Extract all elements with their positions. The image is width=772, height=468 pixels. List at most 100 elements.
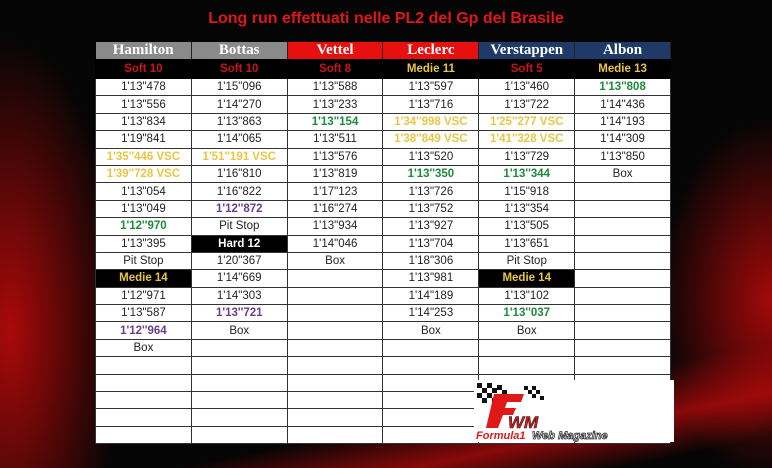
empty-cell (382, 373, 480, 393)
lap-time-cell: 1'13"863 (190, 112, 288, 132)
lap-time-cell: 1'15"096 (190, 77, 288, 97)
table-row: Box (95, 338, 671, 358)
empty-cell (574, 286, 671, 306)
lap-time-cell: 1'14"193 (574, 112, 671, 132)
empty-cell (190, 373, 288, 393)
lap-time-cell: 1'13"233 (286, 95, 384, 114)
lap-time-cell: 1'13"716 (382, 95, 480, 114)
lap-time-cell: 1'38''849 VSC (382, 130, 480, 149)
empty-cell (574, 199, 671, 219)
lap-time-cell: 1'13"520 (382, 147, 480, 166)
lap-time-cell: 1'13"729 (478, 147, 576, 166)
lap-time-cell: 1'16"822 (190, 182, 288, 201)
fwm-logo: WM Formula1 Web Magazine (474, 380, 674, 442)
lap-time-cell: 1'13"651 (478, 234, 576, 253)
lap-time-cell: 1'15"918 (478, 182, 576, 201)
lap-time-cell: 1'14"065 (190, 130, 288, 149)
table-row: 1'12"971 1'14"303 1'14"189 1'13"102 (95, 286, 671, 306)
lap-time-cell: 1'13"054 (95, 182, 192, 201)
pit-status-cell: Box (286, 251, 384, 271)
empty-cell (190, 408, 288, 427)
table-row: 1'12''964 Box Box Box (95, 321, 671, 340)
table-row: 1'35''446 VSC 1'51''191 VSC 1'13"576 1'13"5… (95, 147, 671, 166)
lap-time-cell: 1'13"722 (478, 95, 576, 114)
pit-status-cell: Pit Stop (478, 251, 576, 271)
table-row: 1'12''970 Pit Stop 1'13"934 1'13"927 1'13"50… (95, 217, 671, 236)
empty-cell (574, 269, 671, 288)
starting-tyre-label: Soft 8 (286, 59, 384, 79)
lap-time-cell: 1'13"726 (382, 182, 480, 201)
tyre-change-label: Medie 14 (478, 269, 576, 288)
lap-time-cell: 1'13"934 (286, 217, 384, 236)
table-row: 1'19"841 1'14"065 1'13"511 1'38''849 VSC 1'4… (95, 130, 671, 149)
empty-cell (190, 356, 288, 375)
lap-time-cell: 1'13''344 (478, 164, 576, 184)
table-row (95, 356, 671, 375)
lap-time-cell: 1'14"436 (574, 95, 671, 114)
lap-time-cell: 1'13"460 (478, 77, 576, 97)
driver-header-verstappen: Verstappen (478, 42, 576, 60)
starting-tyre-label: Medie 13 (574, 59, 671, 79)
empty-cell (95, 408, 192, 427)
lap-time-cell: 1'14"253 (382, 304, 480, 323)
tyre-change-label: Hard 12 (190, 234, 288, 253)
driver-header-hamilton: Hamilton (95, 42, 192, 60)
lap-time-cell: 1'13"834 (95, 112, 192, 132)
table-row (95, 373, 671, 393)
lap-time-cell: 1'13"478 (95, 77, 192, 97)
empty-cell (382, 425, 480, 445)
table-row: 1'13"556 1'14"270 1'13"233 1'13"716 1'13"722… (95, 95, 671, 114)
lap-time-cell: 1'51''191 VSC (190, 147, 288, 166)
lap-time-cell: 1'14"046 (286, 234, 384, 253)
pit-status-cell: Pit Stop (190, 217, 288, 236)
empty-cell (574, 217, 671, 236)
empty-cell (286, 269, 384, 288)
lap-time-cell: 1'13"850 (574, 147, 671, 166)
pit-status-cell: Box (190, 321, 288, 340)
lap-time-cell: 1'13"556 (95, 95, 192, 114)
svg-text:Formula1: Formula1 (476, 430, 526, 442)
lap-time-cell: 1'19"841 (95, 130, 192, 149)
lap-time-cell: 1'13"505 (478, 217, 576, 236)
lap-time-cell: 1'13"927 (382, 217, 480, 236)
lap-time-cell: 1'12''970 (95, 217, 192, 236)
empty-cell (286, 408, 384, 427)
empty-cell (478, 338, 576, 358)
empty-cell (574, 356, 671, 375)
lap-time-cell: 1'14"189 (382, 286, 480, 306)
lap-time-cell: 1'12"971 (95, 286, 192, 306)
lap-time-cell: 1'13"588 (286, 77, 384, 97)
table-row: Medie 14 1'14"669 1'13"981 Medie 14 (95, 269, 671, 288)
empty-cell (574, 321, 671, 340)
driver-header-row: Hamilton Bottas Vettel Leclerc Verstappen Alb… (95, 42, 671, 60)
driver-header-albon: Albon (574, 42, 671, 60)
empty-cell (382, 408, 480, 427)
lap-time-cell: 1'13"587 (95, 304, 192, 323)
empty-cell (95, 391, 192, 410)
table-row: 1'13"834 1'13"863 1'13''154 1'34''998 VSC 1'… (95, 112, 671, 132)
empty-cell (286, 304, 384, 323)
empty-cell (574, 182, 671, 201)
empty-cell (286, 338, 384, 358)
empty-cell (574, 338, 671, 358)
lap-time-cell: 1'34''998 VSC (382, 112, 480, 132)
empty-cell (95, 373, 192, 393)
starting-tyre-label: Soft 5 (478, 59, 576, 79)
lap-time-cell: 1'14"309 (574, 130, 671, 149)
lap-time-cell: 1'13"354 (478, 199, 576, 219)
pit-status-cell: Box (95, 338, 192, 358)
empty-cell (286, 373, 384, 393)
pit-status-cell: Box (478, 321, 576, 340)
lap-time-cell: 1'13"752 (382, 199, 480, 219)
lap-time-cell: 1'13"981 (382, 269, 480, 288)
lap-time-cell: 1'13"597 (382, 77, 480, 97)
page-title: Long run effettuati nelle PL2 del Gp del… (208, 10, 564, 27)
lap-time-cell: 1'13"395 (95, 234, 192, 253)
lap-times-body: Soft 10 Soft 10 Soft 8 Medie 11 Soft 5 Medie … (95, 59, 671, 445)
driver-header-leclerc: Leclerc (382, 42, 480, 60)
driver-header-bottas: Bottas (191, 42, 288, 60)
lap-time-cell: 1'16"810 (190, 164, 288, 184)
tyre-change-label: Medie 14 (95, 269, 192, 288)
table-row: 1'13"049 1'12''872 1'16"274 1'13"752 1'13"35… (95, 199, 671, 219)
lap-time-cell: 1'13''808 (574, 77, 671, 97)
